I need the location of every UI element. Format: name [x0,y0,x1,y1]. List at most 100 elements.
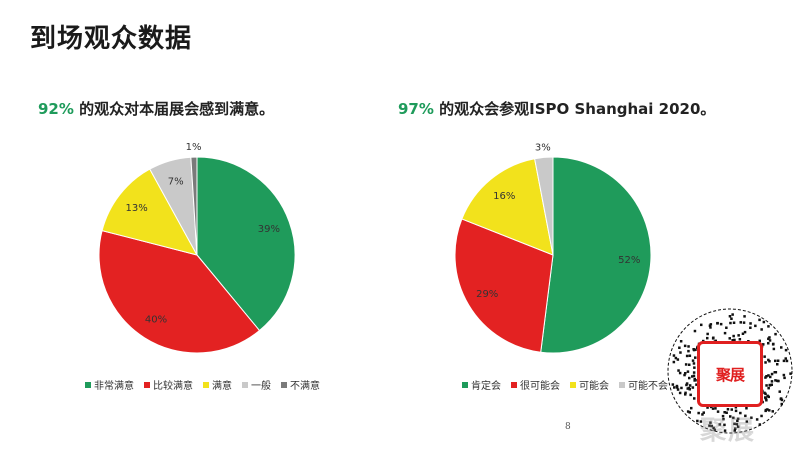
qr-dot [783,376,786,380]
qr-dot [768,360,771,363]
qr-dot [764,397,768,400]
pie-left-legend-swatch-0 [85,381,91,388]
pie-right-label-1: 29% [476,289,498,300]
qr-dot [744,414,747,418]
legend-attendance: 肯定会 很可能会 可能会 可能不会 [462,377,668,392]
qr-dot [723,331,727,335]
qr-dot [736,425,740,428]
pie-left-legend-label-2: 满意 [212,381,232,392]
qr-dot [767,337,770,340]
qr-dot [770,383,773,386]
qr-dot [679,340,683,343]
qr-dot [689,393,692,397]
qr-dot [784,357,787,360]
qr-dot [734,409,738,413]
qr-dot [675,386,679,389]
pie-right-slice-1 [454,218,554,353]
pie-right-legend-swatch-3 [619,381,625,388]
qr-dot [737,334,740,337]
qr-dot [767,325,770,328]
qr-dot [776,363,779,366]
pie-left-legend-swatch-4 [281,381,287,388]
qr-dot [765,375,768,378]
qr-dot [772,347,776,351]
page-title: 到场观众数据 [30,24,193,54]
qr-dot [686,387,689,390]
pie-right-legend-item-0: 肯定会 [462,377,501,392]
qr-dot [693,377,696,381]
qr-dot [684,391,687,395]
chart-left-title-text: 的观众对本届展会感到满意。 [73,100,275,118]
pie-right-label-3: 3% [535,142,551,153]
qr-dot [785,359,789,363]
qr-dot [774,332,777,336]
pie-left-legend-label-4: 不满意 [290,381,320,392]
pie-right-slice-0 [540,156,652,354]
qr-dot [692,374,696,378]
qr-dot [770,372,774,376]
qr-dot [733,338,736,342]
pie-left-legend-label-0: 非常满意 [94,381,134,392]
qr-dot [672,360,676,364]
qr-dot [765,399,768,402]
qr-dot [688,384,692,387]
pie-right-slice-2 [461,158,554,256]
qr-dot [767,386,770,390]
qr-dot [743,330,747,334]
qr-dot [770,380,774,383]
pie-right-label-2: 16% [493,191,515,202]
qr-dot [758,339,761,343]
qr-dot [706,406,709,409]
qr-dot [678,346,681,349]
qr-dot [719,322,723,326]
qr-dot [709,323,713,326]
pie-right-legend-swatch-2 [570,381,576,388]
qr-dot [688,411,691,414]
qr-dot [733,422,736,426]
qr-dot [713,428,716,432]
qr-dot [776,379,779,383]
qr-dot [693,397,696,400]
pie-left-legend-label-3: 一般 [251,381,271,392]
qr-dot [769,375,772,379]
qr-dot [706,336,709,340]
qr-dot [732,334,735,338]
qr-dot [718,423,721,426]
pie-right-slice-3 [534,156,554,256]
qr-dot [678,371,682,375]
qr-dot [732,321,736,324]
qr-dot [699,420,703,423]
qr-dot [758,318,761,322]
qr-dot [764,408,768,412]
qr-dot [741,332,745,335]
pie-right-label-0: 52% [618,255,640,266]
qr-dot [709,421,712,424]
qr-dot [736,417,740,420]
pie-right-legend-label-2: 可能会 [579,381,609,392]
qr-dot [780,346,783,349]
qr-dot [688,354,692,357]
qr-dot [762,320,766,324]
pie-left-slice-4 [190,156,198,256]
qr-dot [692,362,696,365]
qr-dot [680,386,683,390]
qr-dot [774,379,777,382]
qr-dot [767,395,770,399]
qr-dot [755,418,759,421]
qr-dot [780,402,783,406]
qr-dot [678,391,682,395]
qr-dot [706,332,709,336]
qr-dot [773,371,776,374]
pie-left-slice-0 [196,156,296,332]
qr-dot [693,366,696,369]
qr-dot [673,386,676,389]
pie-left-legend-swatch-2 [203,381,209,388]
qr-dot [691,359,695,362]
chart-right-title-text: 的观众会参观ISPO Shanghai 2020。 [433,100,716,118]
qr-dot [739,411,742,415]
qr-dot [731,339,734,342]
pie-right-legend-label-1: 很可能会 [520,381,560,392]
pie-right-legend-label-3: 可能不会 [628,381,668,392]
qr-dot [671,383,675,386]
